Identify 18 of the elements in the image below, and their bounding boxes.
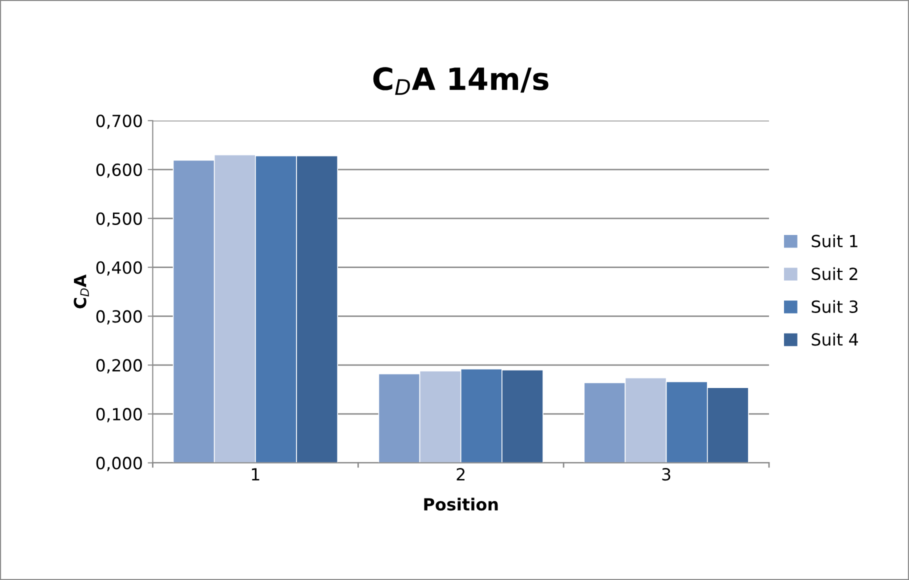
y-tick-label: 0,600 [96, 163, 142, 178]
y-tick-label: 0,300 [96, 310, 142, 324]
legend-label: Suit 2 [812, 267, 858, 280]
x-tick-label: 2 [456, 468, 464, 480]
y-tick-label: 0,200 [96, 359, 142, 374]
chart-title: C$_{D}$A 14m/s [373, 67, 548, 95]
x-tick-label: 3 [662, 468, 670, 481]
y-tick-label: 0,500 [96, 212, 142, 227]
y-tick-label: 0,700 [96, 114, 142, 129]
x-axis-title: Position [424, 498, 498, 511]
y-axis-title: C$_{D}$A [74, 274, 89, 308]
x-tick-label: 1 [252, 468, 260, 480]
legend-label: Suit 3 [812, 300, 858, 313]
y-tick-label: 0,000 [96, 456, 142, 472]
y-tick-label: 0,100 [96, 408, 142, 422]
legend-label: Suit 1 [812, 234, 858, 248]
y-tick-label: 0,400 [96, 261, 142, 276]
legend-label: Suit 4 [812, 332, 858, 346]
